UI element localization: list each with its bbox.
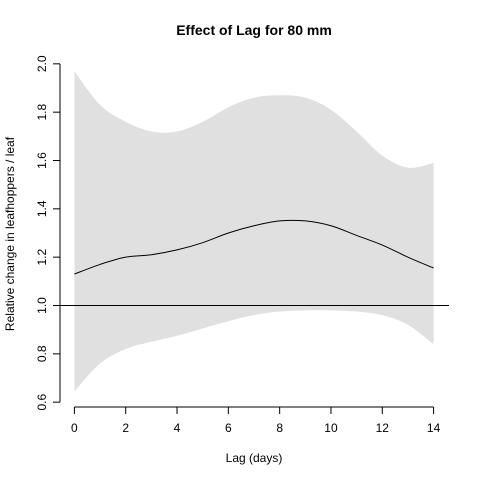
x-tick-label: 8 [276, 421, 283, 435]
x-tick-label: 12 [376, 421, 390, 435]
y-tick-label: 0.6 [35, 394, 49, 411]
x-tick-label: 2 [122, 421, 129, 435]
y-tick-label: 1.2 [35, 249, 49, 266]
y-tick-label: 1.6 [35, 152, 49, 169]
x-tick-label: 0 [71, 421, 78, 435]
confidence-band [74, 71, 434, 392]
series-line-0 [74, 219, 434, 275]
x-tick-label: 10 [324, 421, 338, 435]
x-tick-label: 14 [427, 421, 441, 435]
y-tick-label: 0.8 [35, 345, 49, 362]
plot-layer [59, 71, 449, 392]
chart-title: Effect of Lag for 80 mm [176, 22, 332, 38]
y-tick-label: 1.8 [35, 104, 49, 121]
x-axis-label: Lag (days) [226, 451, 283, 465]
x-tick-label: 6 [225, 421, 232, 435]
y-axis-label: Relative change in leafhoppers / leaf [3, 136, 17, 331]
axes-layer: 0.6 0.8 1.0 1.2 1.4 1.6 1.8 2.0 0 2 4 6 8 10 12 14 [35, 55, 440, 435]
y-tick-label: 2.0 [35, 55, 49, 72]
y-tick-label: 1.4 [35, 200, 49, 217]
x-tick-label: 4 [174, 421, 181, 435]
y-tick-label: 1.0 [35, 297, 49, 314]
